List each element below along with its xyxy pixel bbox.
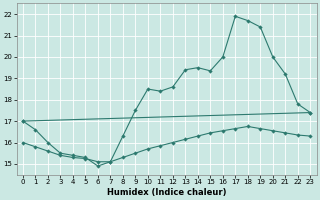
X-axis label: Humidex (Indice chaleur): Humidex (Indice chaleur) (107, 188, 226, 197)
